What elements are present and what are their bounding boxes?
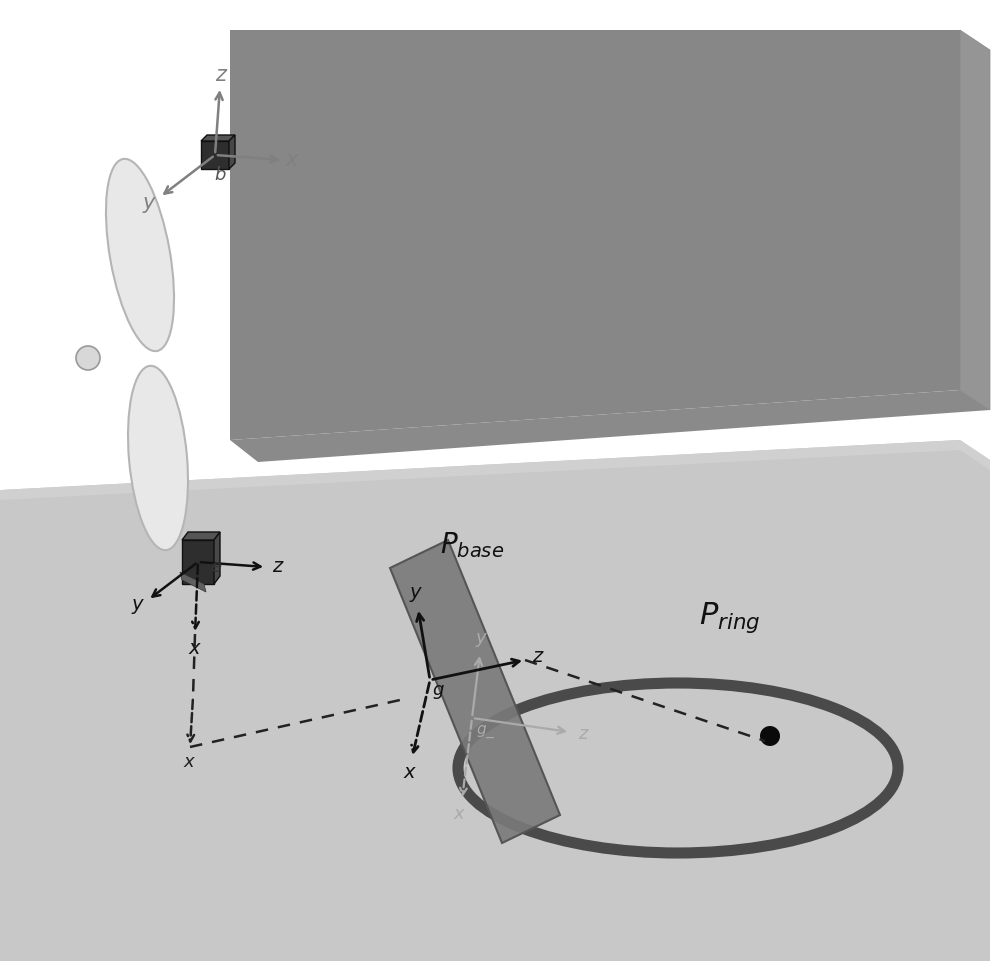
Polygon shape xyxy=(229,135,235,169)
Text: $g\_$: $g\_$ xyxy=(476,724,496,740)
Ellipse shape xyxy=(128,366,188,551)
Polygon shape xyxy=(390,540,560,843)
Text: $e$: $e$ xyxy=(210,558,222,576)
Text: $y$: $y$ xyxy=(142,195,158,215)
Text: $P_{base}$: $P_{base}$ xyxy=(440,530,504,560)
Text: $x$: $x$ xyxy=(403,762,417,781)
Circle shape xyxy=(76,346,100,370)
Text: $x$: $x$ xyxy=(453,805,467,823)
Polygon shape xyxy=(0,440,990,500)
Text: $z$: $z$ xyxy=(532,647,544,666)
Polygon shape xyxy=(230,30,960,440)
Text: $P_{ring}$: $P_{ring}$ xyxy=(699,601,761,635)
Polygon shape xyxy=(182,540,214,584)
Polygon shape xyxy=(180,572,206,592)
Polygon shape xyxy=(214,532,220,584)
Circle shape xyxy=(760,726,780,746)
Text: $y$: $y$ xyxy=(475,631,489,649)
Polygon shape xyxy=(201,135,235,141)
Ellipse shape xyxy=(106,159,174,351)
Text: $y$: $y$ xyxy=(409,584,423,604)
Text: $z$: $z$ xyxy=(272,556,284,576)
Text: $x$: $x$ xyxy=(188,638,202,657)
Text: $b$: $b$ xyxy=(214,166,226,184)
Text: $z$: $z$ xyxy=(215,65,229,85)
Polygon shape xyxy=(0,0,230,490)
Polygon shape xyxy=(230,390,990,462)
Polygon shape xyxy=(201,141,229,169)
Text: $y$: $y$ xyxy=(131,597,145,615)
Text: $x$: $x$ xyxy=(183,753,197,771)
Text: $g$: $g$ xyxy=(432,683,444,701)
Polygon shape xyxy=(960,30,990,410)
Text: $x$: $x$ xyxy=(285,150,301,170)
Polygon shape xyxy=(182,532,220,540)
Text: $z$: $z$ xyxy=(578,725,590,743)
Polygon shape xyxy=(0,440,990,961)
Polygon shape xyxy=(0,0,230,490)
